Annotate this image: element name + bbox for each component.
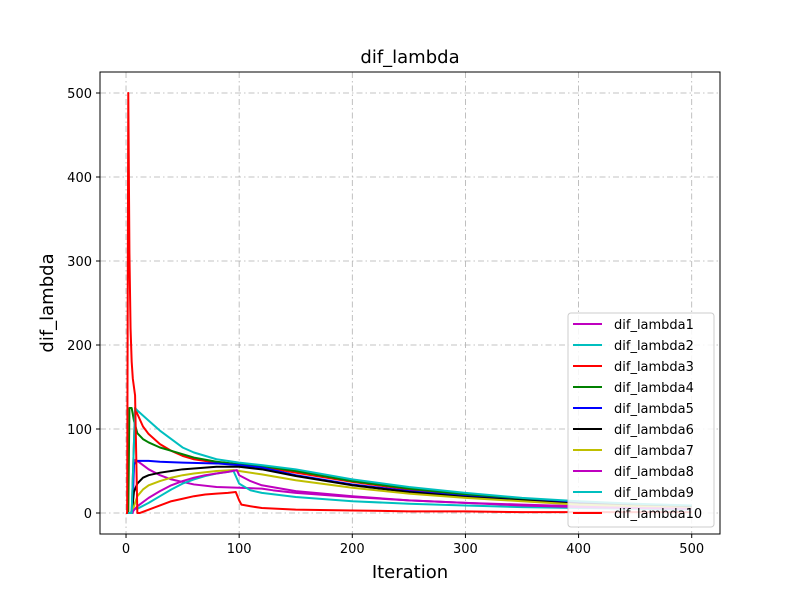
- plot-frame: [99, 71, 721, 535]
- legend-label: dif_lambda3: [614, 360, 694, 375]
- series-line-dif_lambda7: [127, 469, 692, 514]
- legend-label: dif_lambda5: [614, 402, 694, 417]
- series-line-dif_lambda10: [126, 92, 692, 514]
- y-axis-title: dif_lambda: [37, 253, 58, 352]
- legend-label: dif_lambda7: [614, 444, 694, 459]
- series-layer: [126, 92, 692, 514]
- legend: dif_lambda1 dif_lambda2 dif_lambda3 dif_lam…: [567, 312, 715, 528]
- y-tick-label: 100: [67, 423, 92, 438]
- legend-label: dif_lambda10: [614, 507, 702, 522]
- x-tick-label: 500: [679, 542, 704, 557]
- x-tick-label: 0: [122, 542, 130, 557]
- x-tick-label: 300: [453, 542, 478, 557]
- legend-label: dif_lambda8: [614, 465, 694, 480]
- y-tick-label: 300: [67, 255, 92, 270]
- series-line-dif_lambda9: [127, 407, 692, 514]
- legend-label: dif_lambda9: [614, 486, 694, 501]
- series-line-dif_lambda4: [127, 407, 692, 514]
- y-tick-label: 200: [67, 339, 92, 354]
- y-tick-label: 500: [67, 87, 92, 102]
- legend-label: dif_lambda6: [614, 423, 694, 438]
- legend-label: dif_lambda1: [614, 318, 694, 333]
- x-tick-label: 400: [566, 542, 591, 557]
- legend-label: dif_lambda2: [614, 339, 694, 354]
- chart-title: dif_lambda: [360, 47, 459, 68]
- series-line-dif_lambda8: [127, 469, 692, 514]
- y-tick-label: 0: [84, 507, 92, 522]
- x-tick-label: 100: [227, 542, 252, 557]
- x-axis-title: Iteration: [372, 562, 448, 583]
- y-tick-label: 400: [67, 171, 92, 186]
- x-tick-label: 200: [340, 542, 365, 557]
- legend-label: dif_lambda4: [614, 381, 694, 396]
- ticks: 0 100 200 300 400 500 0 100 200 300 400 500: [67, 87, 704, 557]
- legend-box: [567, 312, 715, 528]
